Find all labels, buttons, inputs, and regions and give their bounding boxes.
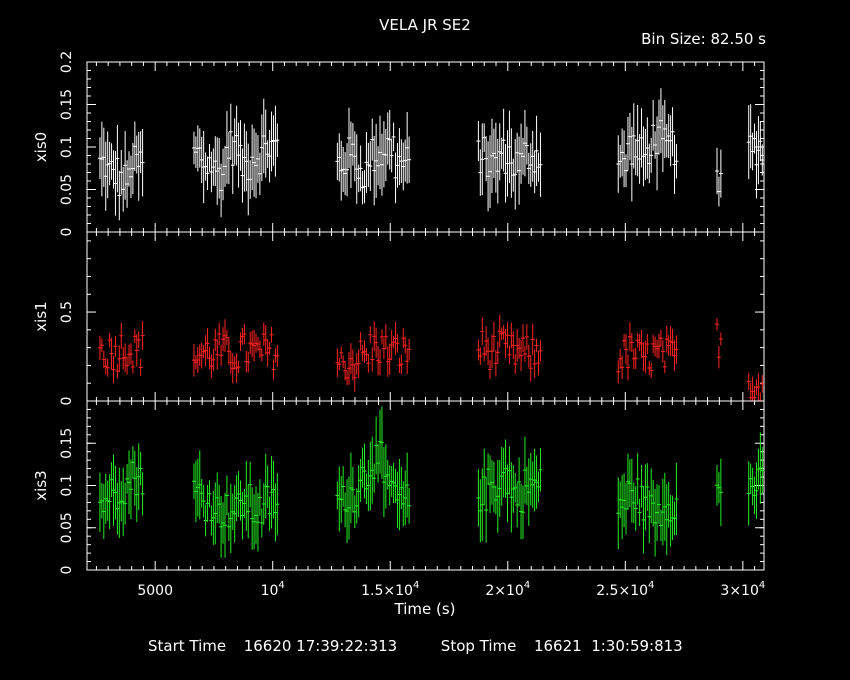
x-tick-label: 5000 [137,583,173,599]
data-points-xis0 [97,88,765,221]
panel-frame-xis1 [86,231,765,402]
start-time-label: Start Time [148,637,227,655]
data-points-xis3 [97,406,765,558]
y-axis-label-xis1: xis1 [32,301,50,331]
y-tick-label-xis0: 0.15 [59,89,75,120]
x-tick-label: 2×104 [485,580,530,599]
x-tick-label: 3×104 [720,580,765,599]
x-tick-label: 104 [261,580,285,599]
data-points-xis1 [97,314,765,402]
y-tick-label-xis0: 0.1 [59,136,75,158]
start-time-value: 16620 17:39:22:313 [243,637,398,655]
y-tick-label-xis0: 0 [59,228,75,237]
y-tick-label-xis0: 0.05 [59,174,75,205]
y-tick-label-xis3: 0.05 [59,512,75,543]
y-tick-label-xis3: 0 [59,566,75,575]
y-tick-label-xis1: 0 [59,397,75,406]
y-tick-label-xis0: 0.2 [59,51,75,73]
x-axis-label: Time (s) [394,600,456,618]
x-tick-label: 2.5×104 [596,580,654,599]
y-axis-label-xis3: xis3 [32,470,50,500]
y-tick-label-xis3: 0.1 [59,474,75,496]
y-axis-label-xis0: xis0 [32,132,50,162]
y-tick-label-xis1: 0.5 [59,301,75,323]
bin-size-label: Bin Size: 82.50 s [641,30,766,48]
chart-title: VELA JR SE2 [379,16,471,34]
y-tick-label-xis3: 0.15 [59,428,75,459]
stop-time-label: Stop Time [440,637,517,655]
time-range-footer: Start Time 16620 17:39:22:313 Stop Time … [148,637,683,655]
x-tick-label: 1.5×104 [361,580,419,599]
stop-time-value: 16621 1:30:59:813 [533,637,683,655]
